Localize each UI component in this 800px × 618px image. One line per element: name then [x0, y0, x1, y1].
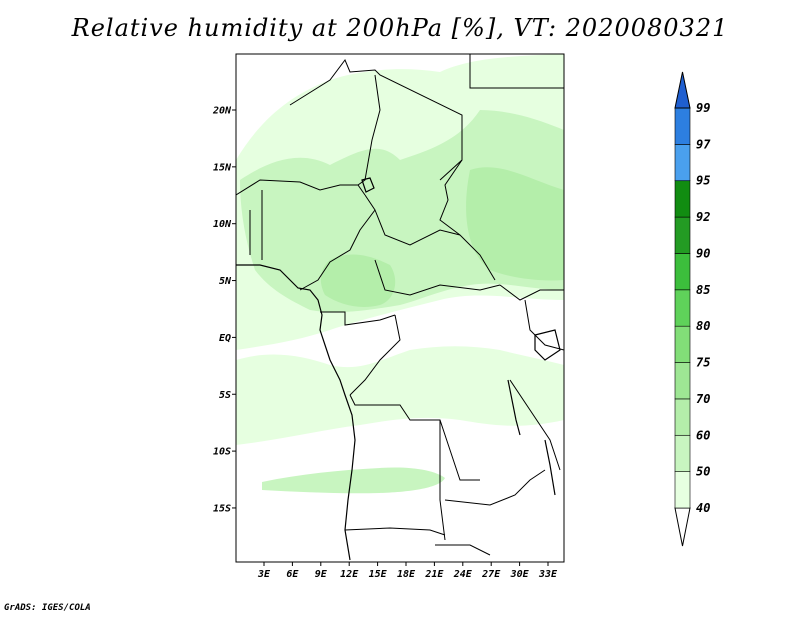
colorbar-segment [674, 471, 691, 509]
border-angola-namibia [344, 527, 446, 536]
border-zambia [444, 469, 546, 506]
colorbar-segment [674, 144, 691, 182]
border-botswana [435, 544, 491, 556]
country-borders [236, 54, 564, 556]
axis-ticks: 20N 15N 10N 5N EQ 5S 10S 15S 3E 6E 9E 12E 15E 18E 21E 2… [212, 106, 558, 581]
chart-title: Relative humidity at 200hPa [%], VT: 202… [71, 14, 729, 42]
colorbar-lower-triangle [674, 507, 691, 547]
colorbar-label: 95 [696, 174, 710, 188]
colorbar-segment [674, 398, 691, 436]
colorbar-upper-triangle [674, 71, 691, 109]
colorbar-segment [674, 325, 691, 363]
lake-malawi [544, 439, 556, 496]
colorbar-label: 97 [696, 137, 711, 151]
border-uganda-kenya [524, 299, 564, 351]
lon-tick-label: 6E [286, 569, 299, 580]
border-drc-angola [349, 394, 480, 481]
colorbar-segment [674, 362, 691, 400]
colorbar-label: 75 [696, 356, 710, 370]
border-cameroon-gabon [320, 311, 396, 326]
lon-tick-label: 27E [481, 569, 501, 580]
lake-tanganyika [507, 379, 521, 436]
colorbar-label: 99 [696, 101, 710, 115]
colorbar-segment [674, 434, 691, 472]
map-frame [235, 53, 565, 563]
border-north-libya-chad [289, 59, 463, 181]
colorbar-segment [674, 180, 691, 218]
lat-tick-label: 15S [213, 503, 231, 514]
lon-tick-label: 30E [510, 569, 530, 580]
humidity-region-east [466, 167, 564, 281]
lon-tick-label: 18E [397, 569, 416, 580]
border-angola-zambia [439, 420, 446, 541]
border-car [374, 209, 461, 246]
lat-tick-label: 5N [219, 276, 232, 287]
humidity-region-central-africa [320, 254, 396, 307]
lat-tick-label: 15N [213, 162, 232, 173]
border-west-africa [249, 190, 263, 260]
border-sudan [469, 54, 564, 89]
lake-victoria [534, 329, 561, 361]
colorbar-segment [674, 107, 691, 145]
footer-credit: GrADS: IGES/COLA [4, 603, 91, 613]
border-congo [349, 314, 401, 396]
colorbar-segment [674, 289, 691, 327]
colorbar-label: 90 [696, 246, 710, 260]
colorbar-label: 92 [696, 210, 710, 224]
colorbar-label: 60 [696, 428, 710, 442]
coastline-gulf-of-guinea [236, 264, 356, 561]
border-tanzania [509, 379, 561, 471]
colorbar: 40 50 60 70 75 80 85 90 92 95 97 99 [674, 71, 711, 547]
lat-tick-label: EQ [219, 333, 231, 344]
border-car-south [374, 259, 501, 296]
humidity-region-south [236, 346, 564, 445]
colorbar-segment [674, 253, 691, 291]
lon-tick-label: 15E [369, 569, 388, 580]
humidity-field [236, 54, 564, 494]
lon-tick-label: 21E [424, 569, 444, 580]
colorbar-segment [674, 216, 691, 254]
colorbar-label: 40 [696, 501, 710, 515]
lat-tick-label: 10N [213, 219, 232, 230]
lat-tick-label: 5S [219, 390, 231, 401]
border-nigeria-north [236, 179, 366, 196]
colorbar-label: 70 [696, 392, 710, 406]
colorbar-label: 80 [696, 319, 710, 333]
colorbar-label: 50 [696, 465, 710, 479]
border-east-africa [499, 284, 564, 301]
lat-tick-label: 10S [213, 447, 231, 458]
border-chad-sudan [439, 159, 496, 281]
lon-tick-label: 33E [538, 569, 558, 580]
humidity-band-south [262, 467, 445, 494]
lake-chad [361, 177, 375, 193]
coastline [236, 177, 561, 561]
lon-tick-label: 3E [257, 569, 271, 580]
lon-tick-label: 12E [340, 569, 359, 580]
lat-tick-label: 20N [212, 106, 232, 117]
lon-tick-label: 24E [453, 569, 473, 580]
lon-tick-label: 9E [315, 569, 328, 580]
colorbar-label: 85 [696, 283, 710, 297]
